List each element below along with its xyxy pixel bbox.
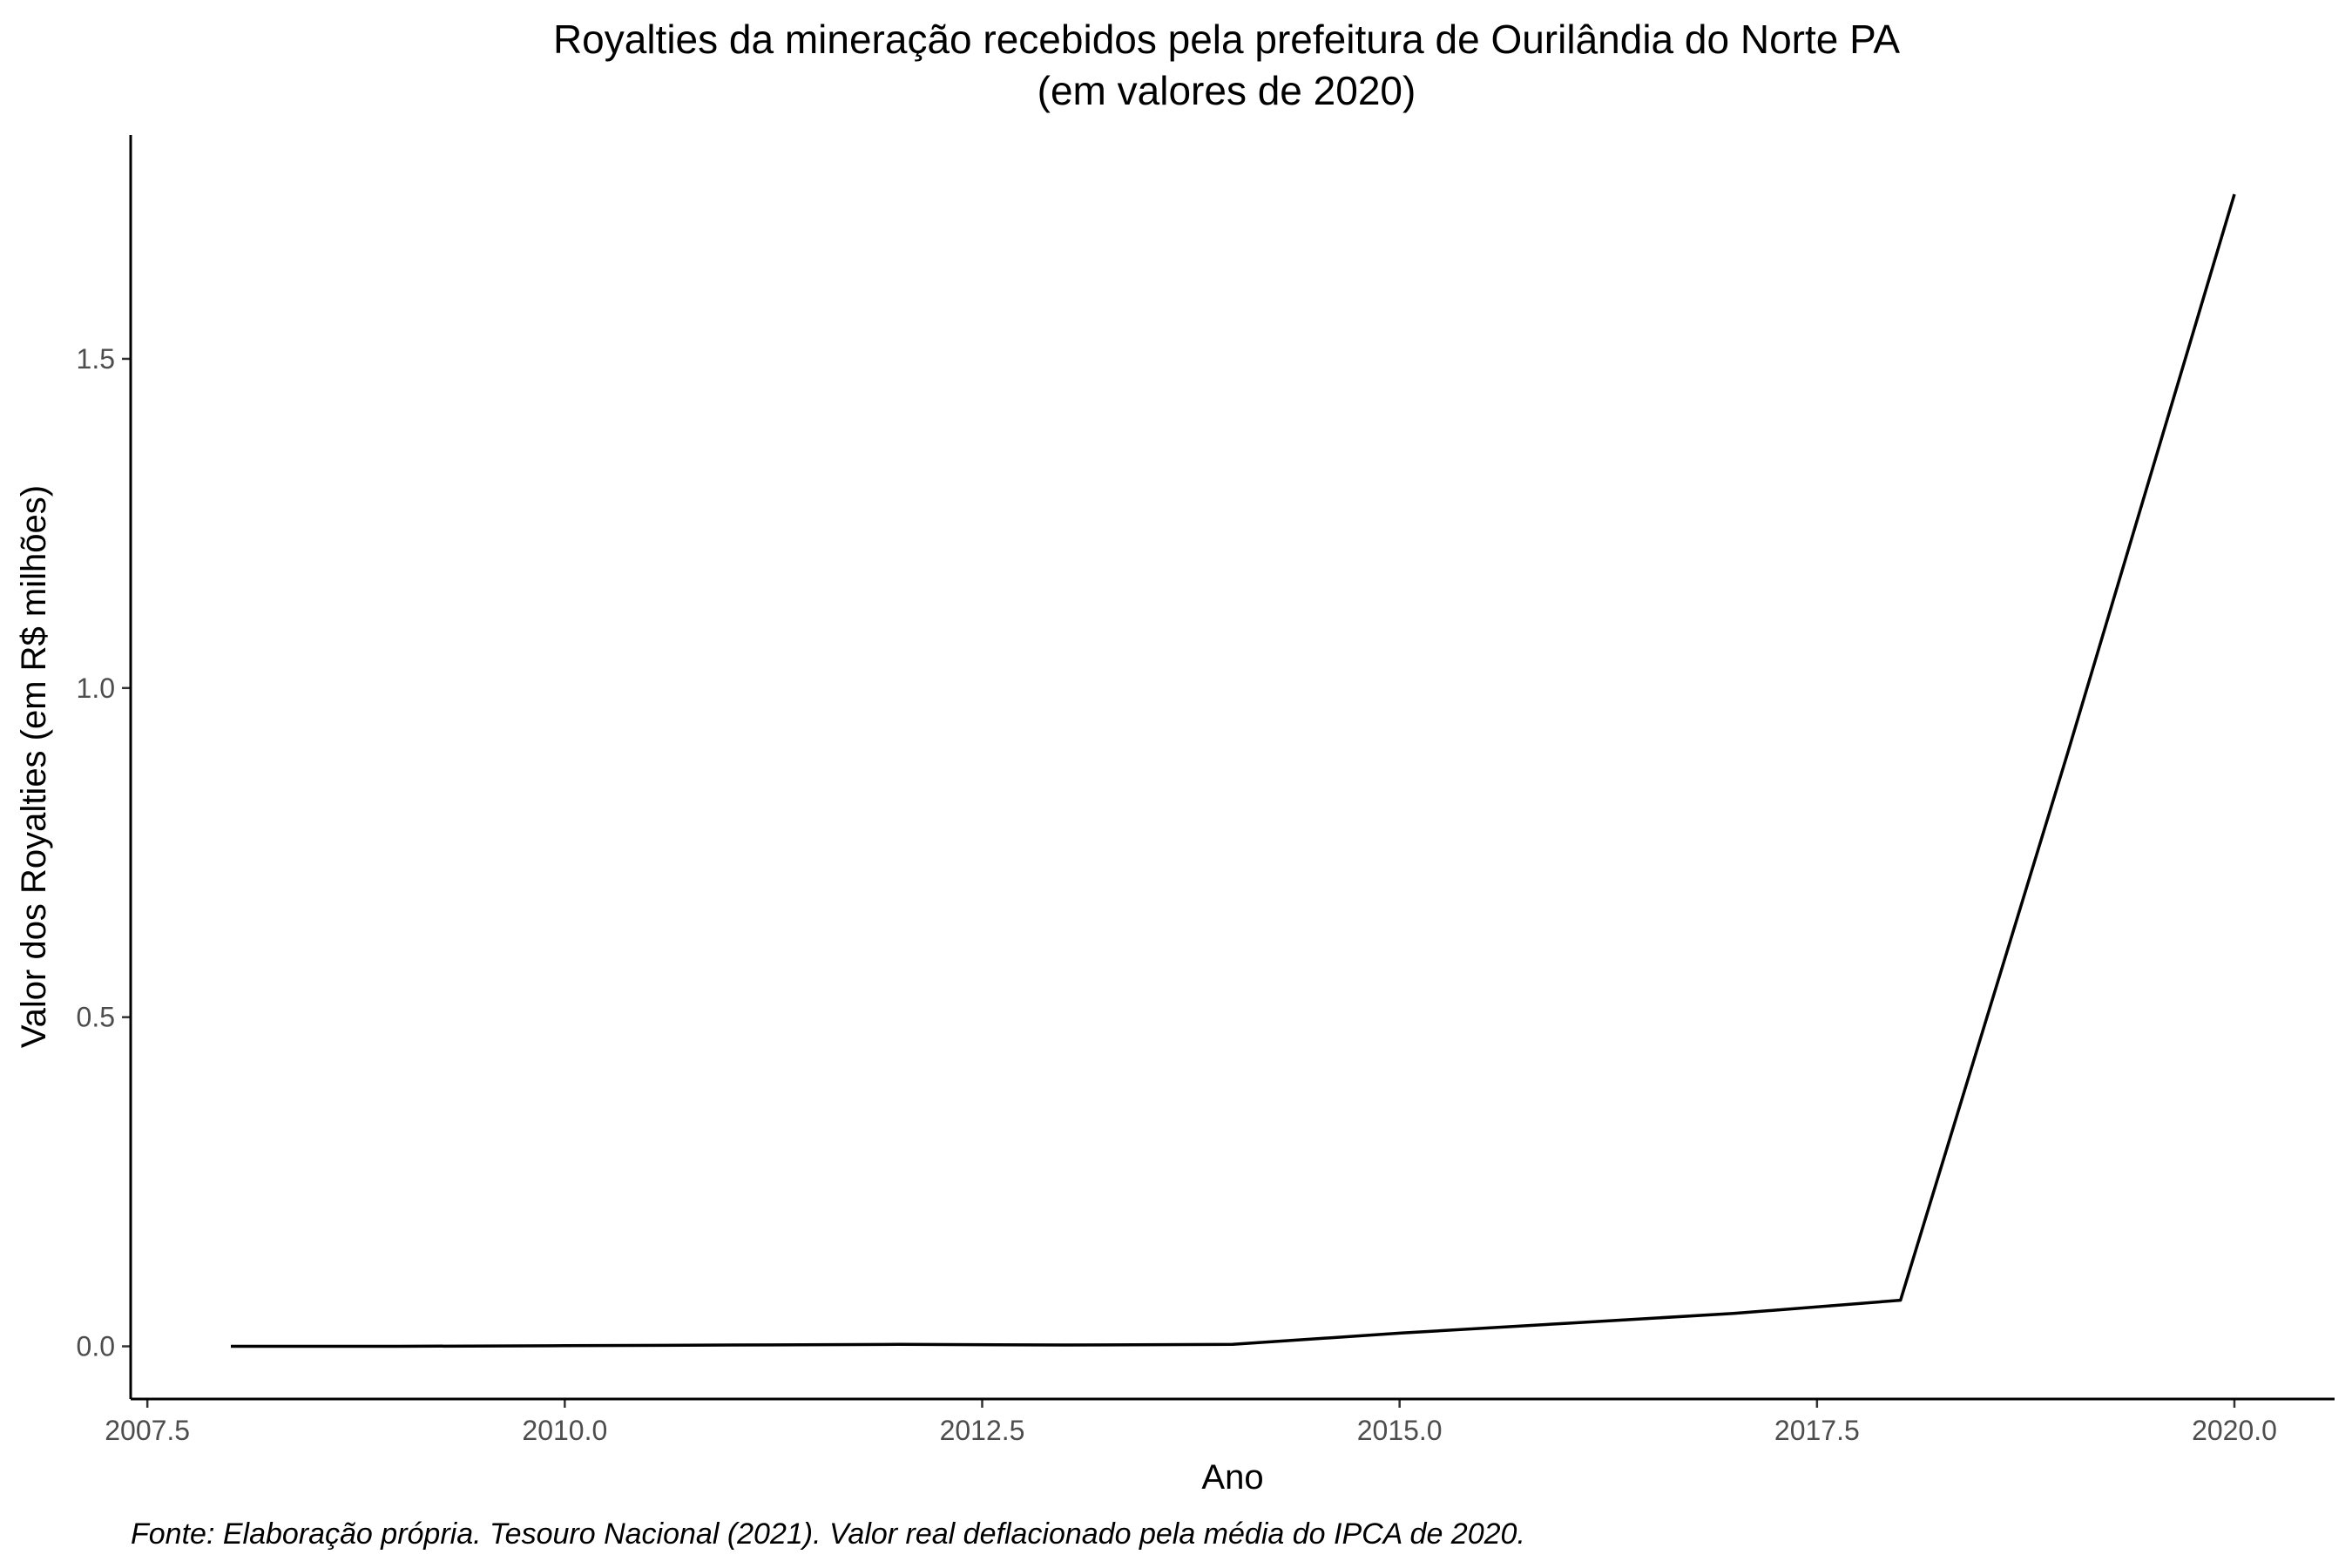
y-tick-label: 1.5 xyxy=(77,343,115,375)
x-tick-label: 2010.0 xyxy=(522,1415,607,1446)
y-axis-ticks: 0.0 0.5 1.0 1.5 xyxy=(77,343,131,1362)
y-tick-label: 1.0 xyxy=(77,672,115,704)
chart-title-line1: Royalties da mineração recebidos pela pr… xyxy=(553,17,1900,62)
x-axis-title: Ano xyxy=(1201,1458,1263,1497)
x-tick-label: 2015.0 xyxy=(1357,1415,1443,1446)
chart-title-line2: (em valores de 2020) xyxy=(1037,68,1416,113)
x-axis-ticks: 2007.5 2010.0 2012.5 2015.0 2017.5 2020.0 xyxy=(105,1399,2277,1446)
x-tick-label: 2007.5 xyxy=(105,1415,190,1446)
x-tick-label: 2012.5 xyxy=(940,1415,1025,1446)
royalties-series-line xyxy=(231,193,2236,1348)
chart-caption: Fonte: Elaboração própria. Tesouro Nacio… xyxy=(131,1517,1525,1551)
y-tick-label: 0.0 xyxy=(77,1331,115,1362)
x-tick-label: 2020.0 xyxy=(2192,1415,2277,1446)
y-axis-title: Valor dos Royalties (em R$ milhões) xyxy=(15,485,53,1048)
x-tick-label: 2017.5 xyxy=(1774,1415,1860,1446)
y-tick-label: 0.5 xyxy=(77,1002,115,1033)
